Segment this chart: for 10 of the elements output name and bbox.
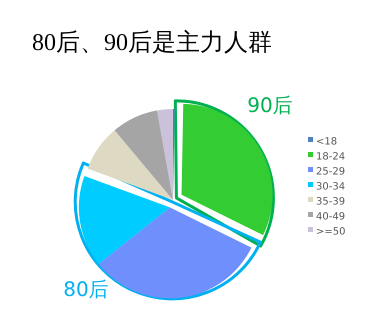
legend-label: 35-39	[316, 196, 346, 208]
legend-label: 18-24	[316, 152, 346, 162]
legend-label: 40-49	[316, 212, 346, 222]
legend-label: <18	[316, 136, 338, 148]
legend-label: >=50	[316, 226, 346, 238]
text: 80后	[63, 277, 109, 301]
legend-label: 30-34	[316, 182, 346, 192]
text: 90后	[247, 93, 293, 117]
chart-title: 80后、90后是主力人群	[32, 29, 272, 56]
legend-label: 25-29	[316, 166, 346, 178]
